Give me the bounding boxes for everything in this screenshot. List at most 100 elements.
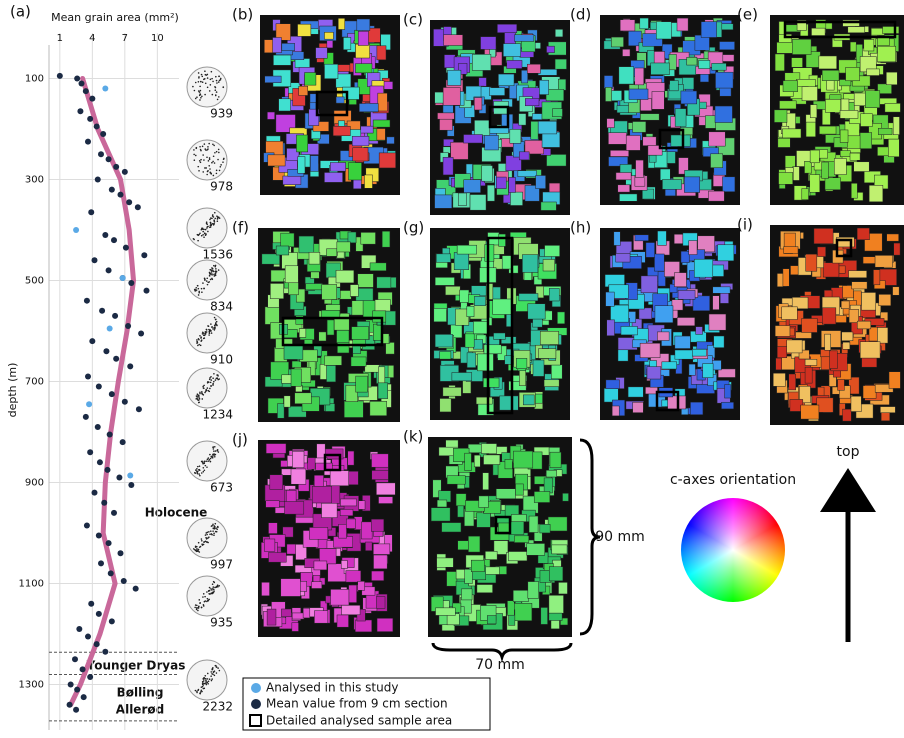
fabric-dot [205,679,207,682]
fabric-dot [207,682,209,685]
fabric-dot [196,607,199,609]
fabric-dot [209,453,211,456]
grain [615,172,632,181]
grain [528,515,539,533]
y-tick-label: 700 [25,377,44,388]
grain [278,98,291,112]
grain [617,349,629,362]
fabric-dot [212,384,214,386]
fabric-dot [195,469,197,471]
fabric-dot [210,679,213,682]
grain [284,265,299,284]
zone-label: Bølling [117,686,164,700]
grain [851,183,858,199]
grain [866,68,880,76]
fabric-dot [202,233,204,236]
fabric-dot [216,82,218,84]
grain [669,80,679,92]
fabric-dot [203,232,206,235]
fabric-diagram [186,659,228,701]
fabric-dot [196,690,198,693]
grain-map [770,225,904,425]
point [104,466,111,473]
sample-area [281,316,384,347]
sample-area [323,453,342,472]
point [95,532,102,539]
fabric-dot [205,167,207,169]
fabric-dot [197,541,200,544]
fabric-dot [199,391,201,394]
grain [326,365,336,383]
grain [486,283,494,300]
grain [809,149,820,164]
grain [719,41,735,51]
point [121,168,128,175]
grain [603,75,614,89]
fabric-dot [209,78,212,81]
grain [542,259,555,272]
fabric-dot [213,525,215,527]
point [111,237,117,244]
point [94,176,101,183]
point [73,706,80,713]
grain [674,272,687,287]
fabric-dot [194,689,197,692]
grain [266,608,277,626]
sample-area [783,20,897,39]
fabric-circle [186,517,228,559]
fabric-dot [194,606,196,609]
fabric-dot [208,458,211,461]
grain [697,235,715,253]
grain [283,345,304,360]
fabric-dot [194,81,197,84]
point [125,322,132,329]
point [138,330,145,337]
fabric-dot [202,678,205,680]
grain-map [430,20,570,215]
fabric-dot [202,593,205,595]
grain [376,596,386,609]
fabric-dot [206,86,209,89]
grain [825,99,841,113]
zone-label: Holocene [145,506,208,520]
grain [820,330,842,348]
grain [311,485,332,504]
fabric-dot [202,466,205,469]
grain [522,254,539,273]
fabric-dot [199,232,201,235]
point [98,560,104,567]
grain-map [258,440,400,637]
grain [669,283,678,293]
grain [791,57,803,68]
grain [859,132,872,149]
grain [657,331,670,341]
grain [493,540,509,555]
point [112,312,119,319]
fabric-count: 910 [210,353,233,367]
fabric-dot [201,685,204,688]
grain [473,321,489,335]
fabric-dot [201,461,204,464]
fabric-dot [204,70,206,73]
grain [298,85,309,96]
point [72,656,78,663]
fabric-dot [212,446,215,448]
grain [376,128,386,141]
fabric-dot [207,160,210,162]
fabric-dot [213,532,215,535]
grain [775,357,782,371]
grain [497,23,518,33]
fabric-dot [209,278,212,281]
grain [357,273,374,288]
grain [495,488,516,500]
fabric-dot [202,282,204,284]
fabric-dot [213,144,215,147]
fabric-dot [203,337,206,339]
fabric-dot [202,680,205,682]
grain [606,118,615,128]
grain [463,179,481,193]
fabric-circle [186,312,228,354]
fabric-dot [200,149,202,152]
grain [688,363,696,376]
